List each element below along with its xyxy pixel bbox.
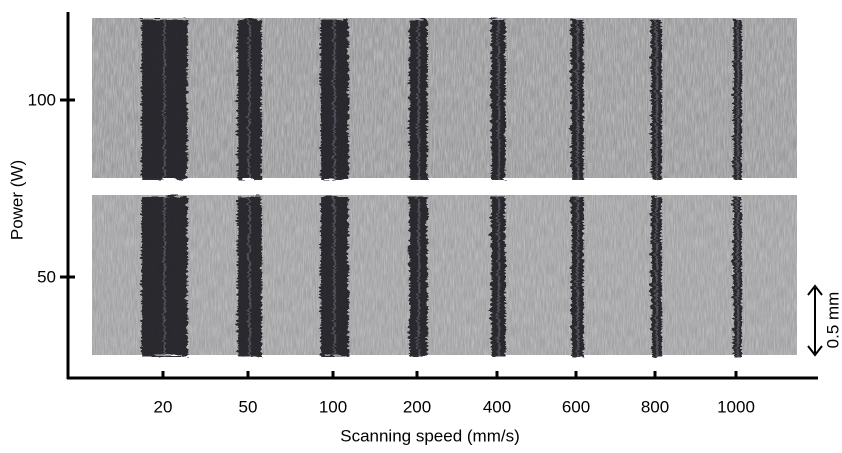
x-tick-label: 1000 bbox=[717, 397, 755, 416]
track-highlight bbox=[162, 195, 164, 355]
track-highlight bbox=[162, 18, 164, 178]
y-tick-label: 50 bbox=[37, 267, 56, 286]
track-highlight bbox=[416, 195, 418, 355]
x-tick-label: 400 bbox=[483, 397, 511, 416]
track-highlight bbox=[416, 18, 418, 178]
track-highlight bbox=[332, 18, 334, 178]
y-axis-label: Power (W) bbox=[7, 160, 26, 240]
track-highlight bbox=[654, 18, 656, 178]
scale-bar-label: 0.5 mm bbox=[823, 292, 842, 349]
x-tick-label: 600 bbox=[562, 397, 590, 416]
surface-texture bbox=[92, 18, 797, 178]
track-highlight bbox=[332, 195, 334, 355]
track-highlight bbox=[496, 18, 498, 178]
x-tick-label: 50 bbox=[239, 397, 258, 416]
track-highlight bbox=[496, 195, 498, 355]
x-axis-label: Scanning speed (mm/s) bbox=[340, 426, 520, 445]
x-tick-label: 20 bbox=[154, 397, 173, 416]
x-tick-label: 200 bbox=[403, 397, 431, 416]
x-tick-label: 100 bbox=[319, 397, 347, 416]
micrographs bbox=[92, 18, 797, 355]
track-highlight bbox=[735, 195, 737, 355]
track-highlight bbox=[575, 18, 577, 178]
track-highlight bbox=[654, 195, 656, 355]
track-highlight bbox=[575, 195, 577, 355]
surface-texture bbox=[92, 195, 797, 355]
track-highlight bbox=[735, 18, 737, 178]
y-tick-label: 100 bbox=[28, 90, 56, 109]
laser-tracks bbox=[140, 18, 740, 355]
scale-bar-arrows bbox=[807, 284, 823, 357]
x-tick-label: 800 bbox=[641, 397, 669, 416]
scale-bar: 0.5 mm bbox=[807, 284, 842, 357]
track-highlight bbox=[247, 18, 249, 178]
track-highlight bbox=[247, 195, 249, 355]
